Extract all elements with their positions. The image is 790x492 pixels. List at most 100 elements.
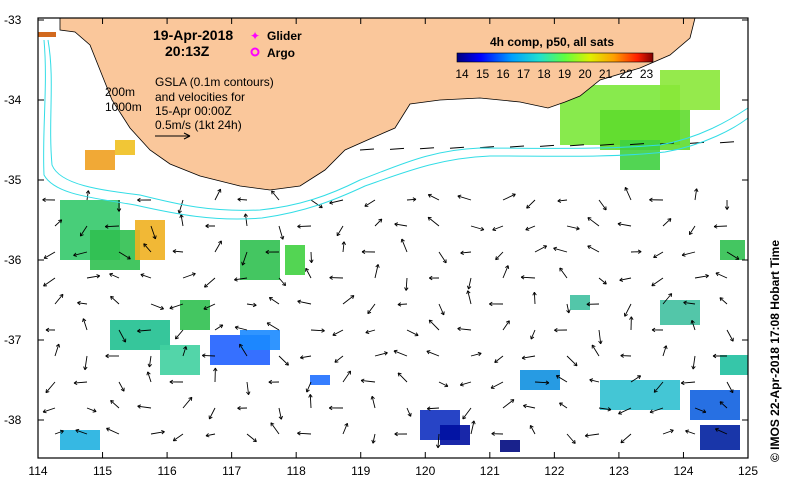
- velocity-arrow: [118, 251, 131, 260]
- velocity-arrowhead: [204, 283, 208, 288]
- velocity-arrow: [203, 303, 216, 310]
- velocity-arrowhead: [489, 301, 493, 307]
- velocity-arrow: [587, 217, 600, 227]
- velocity-arrowhead: [241, 261, 246, 266]
- sst-patch: [90, 230, 140, 270]
- velocity-arrowhead: [440, 311, 445, 316]
- velocity-arrowhead: [219, 324, 224, 329]
- velocity-arrow: [653, 251, 664, 258]
- velocity-arrow: [587, 245, 600, 253]
- velocity-arrow: [237, 198, 248, 201]
- velocity-arrow: [479, 146, 495, 149]
- argo-marker-icon: [250, 47, 260, 57]
- velocity-arrow: [306, 381, 312, 393]
- velocity-arrow: [525, 225, 536, 231]
- velocity-arrow: [522, 355, 536, 359]
- sst-patch: [115, 140, 135, 155]
- credit-label: © IMOS 22-Apr-2018 17:08 Hobart Time: [768, 240, 782, 462]
- velocity-arrowhead: [471, 420, 476, 425]
- velocity-arrow: [80, 225, 88, 237]
- x-tick-label: 115: [93, 464, 112, 478]
- velocity-arrow: [460, 251, 472, 254]
- velocity-arrow: [566, 303, 570, 314]
- velocity-arrow: [559, 402, 568, 409]
- velocity-arrowhead: [137, 197, 141, 203]
- x-tick-label: 122: [544, 464, 564, 478]
- velocity-arrow: [118, 381, 125, 392]
- velocity-arrowhead: [120, 387, 125, 392]
- velocity-arrowhead: [653, 388, 658, 393]
- velocity-arrowhead: [297, 431, 301, 436]
- colorbar-tick-label: 15: [476, 67, 490, 81]
- sst-patch: [500, 440, 520, 452]
- velocity-arrowhead: [42, 409, 47, 414]
- velocity-arrowhead: [146, 371, 151, 376]
- date-label: 19-Apr-2018: [153, 27, 233, 43]
- velocity-arrow: [534, 245, 547, 253]
- velocity-arrow: [54, 343, 60, 357]
- velocity-arrow: [715, 272, 728, 279]
- velocity-arrow: [205, 433, 216, 437]
- velocity-arrow: [278, 225, 284, 240]
- velocity-arrow: [599, 143, 615, 146]
- velocity-arrowhead: [457, 194, 462, 199]
- velocity-arrow: [539, 144, 555, 147]
- velocity-arrow: [689, 225, 696, 235]
- velocity-arrowhead: [239, 343, 243, 348]
- velocity-arrowhead: [79, 232, 84, 237]
- velocity-arrowhead: [202, 353, 206, 358]
- velocity-arrowhead: [177, 209, 182, 214]
- velocity-arrow: [297, 432, 312, 435]
- velocity-arrow: [630, 375, 641, 383]
- velocity-arrowhead: [529, 424, 534, 429]
- velocity-arrowhead: [344, 422, 349, 427]
- velocity-arrowhead: [680, 380, 685, 386]
- velocity-arrow: [239, 343, 248, 357]
- x-tick-label: 118: [287, 464, 306, 478]
- velocity-arrowhead: [147, 363, 152, 368]
- velocity-arrowhead: [526, 204, 531, 209]
- sst-patch: [720, 355, 748, 375]
- velocity-arrowhead: [347, 370, 352, 375]
- map-frame: [37, 17, 749, 459]
- velocity-arrowhead: [42, 197, 46, 203]
- velocity-arrowhead: [436, 444, 441, 449]
- y-tick-label: -33: [4, 13, 22, 27]
- velocity-arrowhead: [490, 384, 495, 389]
- velocity-arrowhead: [729, 337, 734, 342]
- velocity-arrowhead: [397, 302, 402, 307]
- velocity-arrow: [364, 199, 376, 207]
- velocity-arrowhead: [688, 231, 693, 236]
- velocity-arrowhead: [459, 382, 464, 387]
- velocity-arrowhead: [505, 320, 510, 325]
- velocity-arrowhead: [573, 362, 578, 367]
- velocity-arrowhead: [690, 319, 695, 324]
- velocity-arrow: [109, 273, 120, 279]
- velocity-arrowhead: [329, 275, 333, 280]
- velocity-arrowhead: [530, 335, 535, 340]
- colorbar-tick-label: 18: [537, 67, 551, 81]
- velocity-arrowhead: [543, 245, 548, 250]
- velocity-arrow: [234, 277, 248, 281]
- velocity-arrowhead: [367, 310, 372, 315]
- x-tick-label: 125: [738, 464, 758, 478]
- velocity-arrow: [214, 188, 221, 201]
- velocity-arrow: [342, 370, 351, 383]
- velocity-arrowhead: [268, 379, 273, 385]
- sst-patch: [160, 345, 200, 375]
- sst-patch: [60, 430, 100, 450]
- velocity-arrow: [110, 400, 120, 409]
- velocity-arrow: [694, 407, 707, 413]
- velocity-arrow: [468, 277, 472, 290]
- velocity-arrowhead: [384, 351, 388, 356]
- velocity-arrow: [662, 345, 667, 357]
- velocity-arrowhead: [589, 378, 594, 383]
- velocity-arrow: [470, 352, 482, 357]
- velocity-arrowhead: [460, 250, 464, 255]
- velocity-arrow: [470, 225, 484, 231]
- velocity-arrowhead: [179, 214, 184, 218]
- velocity-arrow: [428, 319, 440, 331]
- y-tick-label: -37: [4, 333, 22, 347]
- isobath-contours: [43, 39, 749, 220]
